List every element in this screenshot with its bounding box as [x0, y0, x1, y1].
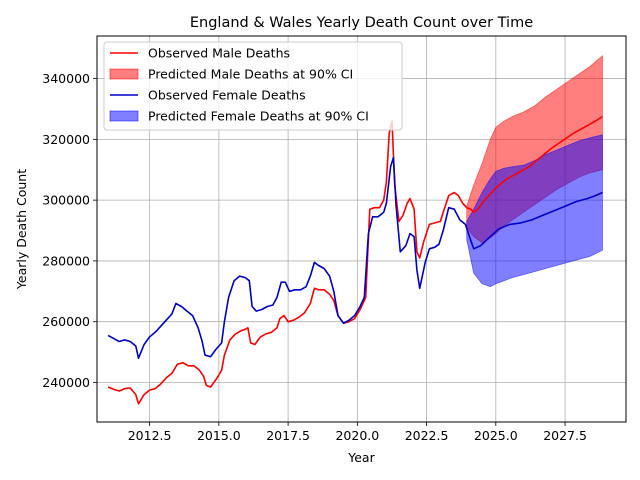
chart-title: England & Wales Yearly Death Count over … [190, 15, 533, 31]
y-axis-label: Yearly Death Count [14, 169, 29, 290]
legend-box [103, 41, 403, 131]
y-tick-label: 280000 [42, 253, 90, 268]
x-tick-label: 2012.5 [128, 428, 172, 443]
y-tick-label: 300000 [42, 193, 90, 208]
x-axis-label: Year [347, 450, 375, 465]
legend-entry-label: Predicted Female Deaths at 90% CI [148, 109, 369, 124]
legend: Observed Male Deaths Predicted Male Death… [103, 41, 403, 131]
series-line [107, 115, 603, 405]
x-tick-label: 2017.5 [266, 428, 310, 443]
y-tick-label: 340000 [42, 71, 90, 86]
plot-area [107, 54, 603, 405]
x-tick-label: 2025.0 [474, 428, 518, 443]
x-tick-label: 2022.5 [405, 428, 449, 443]
axis-ticks: 2012.5 2015.0 2017.5 2020.0 2022.5 2025.0 2027… [42, 71, 587, 443]
y-tick-label: 260000 [42, 314, 90, 329]
legend-entry-label: Observed Male Deaths [148, 46, 290, 61]
confidence-band [466, 134, 603, 288]
plot-frame [96, 35, 627, 423]
legend-entry-label: Observed Female Deaths [148, 88, 306, 103]
legend-band-swatch [109, 68, 139, 80]
y-tick-label: 240000 [42, 375, 90, 390]
y-tick-label: 320000 [42, 132, 90, 147]
x-tick-label: 2020.0 [335, 428, 379, 443]
legend-band-swatch [109, 110, 139, 122]
x-tick-label: 2015.0 [197, 428, 241, 443]
series-line [107, 156, 603, 360]
legend-entry-label: Predicted Male Deaths at 90% CI [148, 67, 353, 82]
x-tick-label: 2027.5 [543, 428, 587, 443]
